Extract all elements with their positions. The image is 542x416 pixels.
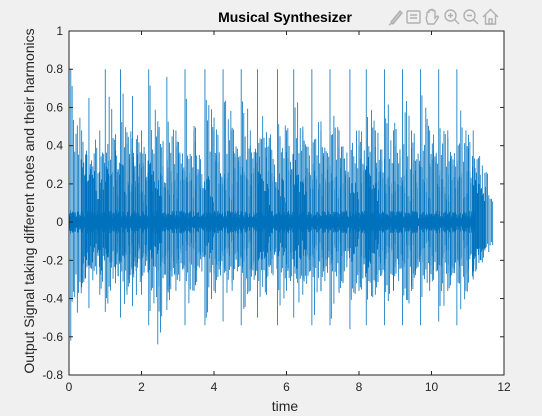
home-icon[interactable] [482, 8, 499, 25]
brush-icon[interactable] [388, 9, 403, 26]
chart-title: Musical Synthesizer [218, 9, 352, 25]
data-tip-icon[interactable] [406, 10, 421, 24]
y-tick-label: 1 [56, 24, 63, 38]
signal-series [68, 69, 494, 345]
y-tick-label: -0.8 [42, 368, 63, 382]
y-tick-label: 0.6 [46, 100, 63, 114]
signal-spike-23 [266, 132, 287, 295]
x-axis-label: time [272, 398, 299, 414]
y-axis: -0.8 -0.6 -0.4 -0.2 0 0.2 0.4 0.6 0.8 1 [42, 24, 504, 382]
y-tick-label: -0.6 [42, 330, 63, 344]
axes-toolbar [388, 8, 499, 26]
y-tick-label: -0.2 [42, 253, 63, 267]
zoom-out-icon[interactable] [463, 9, 479, 25]
x-tick-label: 4 [211, 380, 218, 394]
x-tick-label: 8 [356, 380, 363, 394]
x-tick-label: 6 [283, 380, 290, 394]
x-axis: 0 2 4 6 8 10 12 [66, 31, 511, 394]
x-tick-label: 0 [66, 380, 73, 394]
pan-icon[interactable] [425, 8, 440, 25]
y-axis-label: Output Signal taking different notes and… [21, 28, 37, 373]
signal-spike-31 [338, 130, 359, 291]
signal-spike-15 [193, 130, 214, 291]
x-tick-label: 10 [425, 380, 439, 394]
zoom-in-icon[interactable] [444, 9, 460, 25]
signal-spike-9 [141, 130, 162, 295]
signal-spike-21 [249, 130, 271, 291]
x-tick-label: 2 [138, 380, 145, 394]
y-tick-label: 0.4 [46, 139, 63, 153]
signal-spike-45 [465, 130, 486, 291]
signal-spike-2 [88, 97, 109, 309]
x-tick-label: 12 [497, 380, 511, 394]
signal-spike-33 [358, 130, 379, 291]
y-tick-label: -0.4 [42, 292, 63, 306]
y-tick-label: 0 [56, 215, 63, 229]
signal-spike-25 [286, 130, 307, 291]
y-tick-label: 0.8 [46, 62, 63, 76]
y-tick-label: 0.2 [46, 177, 63, 191]
signal-spike-46 [472, 130, 494, 280]
